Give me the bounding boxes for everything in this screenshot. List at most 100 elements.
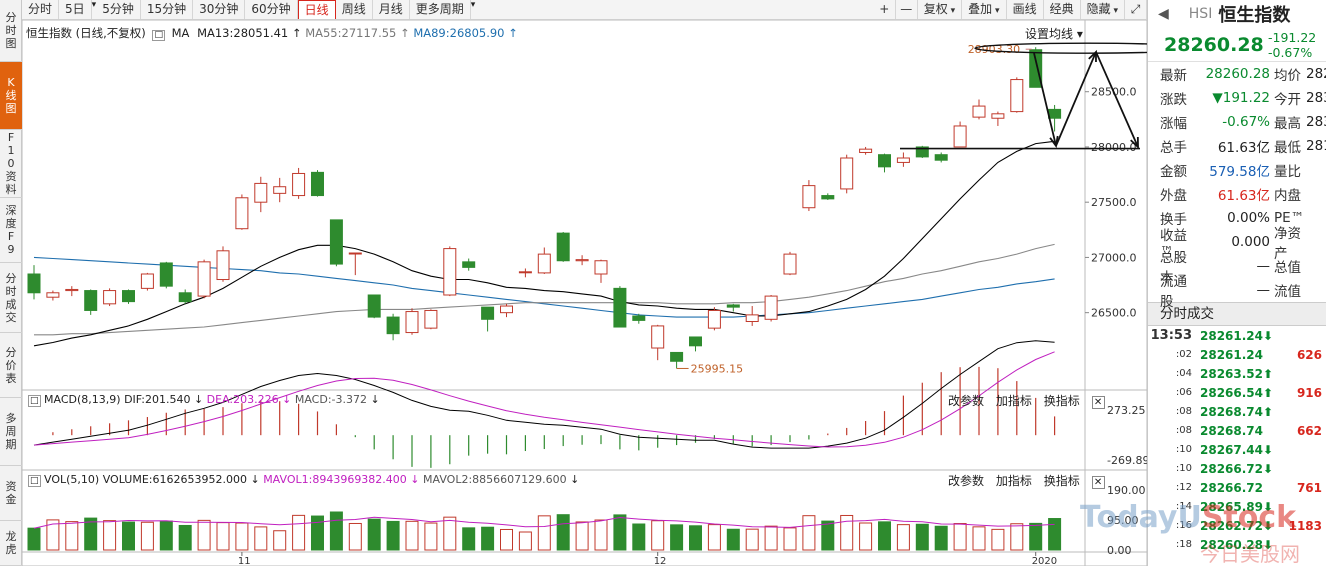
candle-down [481,306,495,320]
tick-price: 28267.44⬇ [1200,442,1274,457]
left-nav-item-7[interactable]: 资金 [0,466,22,521]
period-tab-3[interactable]: 15分钟 [141,0,194,19]
tick-price: 28261.24 [1200,347,1264,362]
expand-icon[interactable]: ⤢ [1125,0,1147,19]
vol-close-icon[interactable]: ✕ [1091,476,1105,489]
tick-time: :18 [1175,539,1192,550]
quote-value: 579.58亿 [1209,164,1270,180]
volume-bar [254,526,268,551]
period-tab-2[interactable]: 5分钟 [96,0,141,19]
volume-bar [197,519,211,551]
mavol1-line [33,516,1055,529]
prev-arrow-icon[interactable]: ◀ [1158,6,1169,22]
quote-row: 收益™ 0.000 净资产 [1148,226,1326,262]
macd-close-icon[interactable]: ✕ [1091,396,1105,409]
left-nav-item-8[interactable]: 龙虎 [0,521,22,566]
toolbar-button-3[interactable]: 叠加 ▾ [962,0,1007,19]
volume-bar [670,524,684,551]
macd-arrow-icon: ↓ [366,393,380,406]
left-nav-label: 深度F9 [5,204,17,256]
tick-time: 13:53 [1150,328,1192,343]
ticks-list[interactable]: 13:53 28261.24⬇:02 28261.24 626:04 28263.52⬆… [1148,326,1326,554]
volume-bar [1010,523,1024,551]
toolbar-button-4[interactable]: 画线 [1007,0,1044,19]
candle-up [991,113,1005,119]
period-tab-9[interactable]: 更多周期 [410,0,471,19]
annotation-arrow-down-2-head [1130,136,1139,150]
period-tab-0[interactable]: 分时 [22,0,60,19]
quote-label: 涨跌 [1160,92,1187,108]
tick-row: :18 28260.28⬇ [1148,535,1326,554]
quote-label: 内盘 [1274,188,1301,204]
period-tab-6[interactable]: 日线 [297,0,336,19]
candle-down [670,351,684,362]
dif-arrow-icon: ↓ [190,393,207,406]
volume-bar [915,523,929,551]
volume-bar [443,516,457,551]
volume-bar [462,527,476,551]
kline-chart-svg[interactable]: 28500.028000.027500.027000.026500.028903… [22,20,1147,566]
candle-down [689,336,702,347]
volume-bar [292,514,306,551]
candle-up [197,261,211,297]
candle-up [745,314,759,323]
candle-down [122,290,135,303]
vol-axis-label: 95.00 [1107,514,1139,527]
period-tab-1[interactable]: 5日 [59,0,92,19]
candle-up [537,253,551,274]
vol-toggle-icon[interactable]: □ [28,475,41,487]
macd-switch-indicator-button[interactable]: 换指标 [1043,394,1080,408]
tick-price: 28268.74 [1200,423,1264,438]
toolbar-button-1[interactable]: — [896,0,918,19]
tick-row: :12 28266.72 761 [1148,478,1326,497]
vol-switch-indicator-button[interactable]: 换指标 [1043,474,1080,488]
macd-change-params-button[interactable]: 改参数 [948,394,985,408]
tick-price: 28262.72⬇ [1200,518,1274,533]
left-nav-item-2[interactable]: F10资料 [0,130,22,198]
quote-label: 均价 [1274,68,1301,84]
left-nav-item-3[interactable]: 深度F9 [0,198,22,263]
left-nav-item-6[interactable]: 多周期 [0,398,22,466]
quote-label: 涨幅 [1160,116,1187,132]
volume-bar [991,528,1005,551]
quote-label: 流值 [1274,284,1301,300]
candle-up [802,185,816,209]
left-nav-item-0[interactable]: 分时图 [0,0,22,62]
ma89-label: MA89:26805.90 [413,26,505,40]
quote-row: 流通股 — 流值 [1148,274,1326,310]
toolbar-button-6[interactable]: 隐藏 ▾ [1081,0,1125,19]
tick-volume: 1183 [1288,518,1322,533]
ma13-arrow-icon: ↑ [288,26,306,40]
dif-line [33,340,1055,449]
macd-toggle-icon[interactable]: □ [28,395,41,407]
volume-bar [1048,518,1062,551]
x-axis-label: 12 [654,556,667,566]
toolbar-button-0[interactable]: + [874,0,896,19]
left-nav-item-1[interactable]: K线图 [0,62,22,130]
period-tab-4[interactable]: 30分钟 [193,0,246,19]
tick-row: :04 28263.52⬆ [1148,364,1326,383]
candle-down [613,287,627,328]
set-ma-label: 设置均线 [1025,27,1074,41]
tick-row: 13:53 28261.24⬇ [1148,326,1326,345]
left-nav-item-4[interactable]: 分时成交 [0,263,22,333]
period-tab-5[interactable]: 60分钟 [245,0,298,19]
vol-change-params-button[interactable]: 改参数 [948,474,985,488]
left-nav-item-5[interactable]: 分价表 [0,333,22,398]
toolbar-button-5[interactable]: 经典 [1044,0,1081,19]
index-code: HSI [1188,6,1213,22]
vol-add-indicator-button[interactable]: 加指标 [995,474,1032,488]
candle-up [405,311,419,334]
left-nav-label: 资金 [5,480,17,506]
quote-label: 换手 [1160,212,1187,228]
tick-time: :10 [1175,444,1192,455]
set-ma-button[interactable]: 设置均线 ▾ [1025,25,1083,42]
toolbar-button-2[interactable]: 复权 ▾ [918,0,963,19]
ma-toggle-icon[interactable]: □ [152,30,165,41]
candle-up [972,105,986,118]
period-tab-8[interactable]: 月线 [373,0,410,19]
macd-add-indicator-button[interactable]: 加指标 [995,394,1032,408]
period-tab-7[interactable]: 周线 [336,0,373,19]
